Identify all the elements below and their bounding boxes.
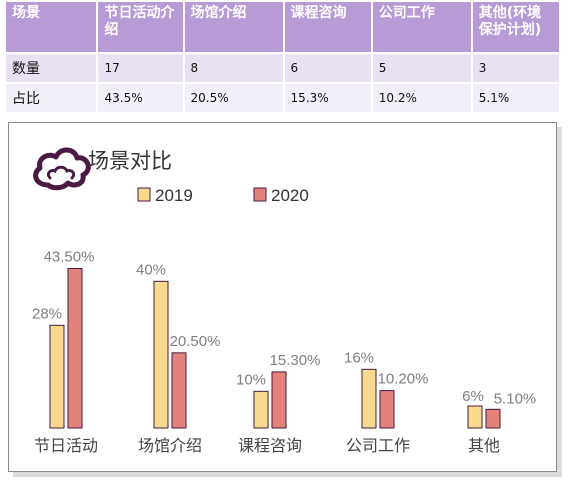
header-cell-course: 课程咨询 — [284, 2, 371, 52]
table-cell: 3 — [472, 54, 559, 82]
category-label-2: 课程咨询 — [238, 436, 302, 455]
legend-swatch-2019 — [137, 187, 151, 202]
legend-swatch-2020 — [253, 187, 267, 202]
value-label-2019-3: 16% — [344, 349, 374, 366]
header-cell-scene: 场景 — [6, 2, 97, 52]
value-label-2019-2: 10% — [236, 371, 266, 388]
category-label-0: 节日活动 — [34, 436, 98, 455]
legend-label-2020: 2020 — [271, 186, 309, 205]
table-cell: 6 — [284, 54, 371, 82]
header-cell-company: 公司工作 — [372, 2, 471, 52]
table-cell: 20.5% — [184, 84, 283, 112]
table-cell: 5 — [372, 54, 471, 82]
cloud-icon — [33, 147, 91, 191]
chart-legend: 2019 2020 — [137, 186, 309, 205]
table-cell: 15.3% — [284, 84, 371, 112]
bars-layer: 28% 43.50% 节日活动 40% 20.50% 场馆介绍 10%15.30% 课程咨询 1… — [32, 249, 536, 456]
category-label-3: 公司工作 — [346, 436, 410, 455]
bar-2020-1 — [171, 352, 187, 429]
chart-panel: 场景对比 2019 2020 28% 43.50% 节日活动 40% 20.50% 场馆介… — [8, 122, 557, 472]
value-label-2019-1: 40% — [136, 261, 166, 278]
table-cell: 10.2% — [372, 84, 471, 112]
header-cell-festival: 节日活动介绍 — [98, 2, 183, 52]
row-label-count: 数量 — [6, 54, 97, 82]
table-cell: 5.1% — [472, 84, 559, 112]
value-label-2019-0: 28% — [32, 305, 62, 322]
bar-2020-4 — [485, 408, 501, 429]
bar-2019-4 — [467, 405, 483, 429]
value-label-2020-2: 15.30% — [270, 352, 321, 369]
table-cell: 17 — [98, 54, 183, 82]
chart-title: 场景对比 — [88, 149, 172, 173]
bar-2020-2 — [271, 371, 287, 429]
bar-2019-0 — [49, 324, 65, 429]
bar-2019-3 — [361, 368, 377, 429]
bar-2020-3 — [379, 390, 395, 429]
category-label-4: 其他 — [468, 436, 500, 455]
table-row-count: 数量 17 8 6 5 3 — [6, 54, 559, 82]
bar-2019-1 — [153, 280, 169, 429]
value-label-2020-3: 10.20% — [378, 371, 429, 388]
header-cell-venue: 场馆介绍 — [184, 2, 283, 52]
table-header-row: 场景 节日活动介绍 场馆介绍 课程咨询 公司工作 其他(环境保护计划) — [6, 2, 559, 52]
table-cell: 43.5% — [98, 84, 183, 112]
row-label-share: 占比 — [6, 84, 97, 112]
table-cell: 8 — [184, 54, 283, 82]
legend-label-2019: 2019 — [155, 186, 193, 205]
value-label-2020-1: 20.50% — [170, 333, 221, 350]
bar-chart: 场景对比 2019 2020 28% 43.50% 节日活动 40% 20.50% 场馆介… — [32, 147, 536, 456]
value-label-2019-4: 6% — [462, 388, 484, 405]
table-row-share: 占比 43.5% 20.5% 15.3% 10.2% 5.1% — [6, 84, 559, 112]
value-label-2020-4: 5.10% — [494, 390, 537, 407]
scene-data-table: 场景 节日活动介绍 场馆介绍 课程咨询 公司工作 其他(环境保护计划) 数量 1… — [4, 0, 561, 114]
header-cell-other: 其他(环境保护计划) — [472, 2, 559, 52]
value-label-2020-0: 43.50% — [44, 249, 95, 266]
bar-2020-0 — [67, 268, 83, 429]
category-label-1: 场馆介绍 — [138, 436, 202, 455]
bar-2019-2 — [253, 390, 269, 429]
